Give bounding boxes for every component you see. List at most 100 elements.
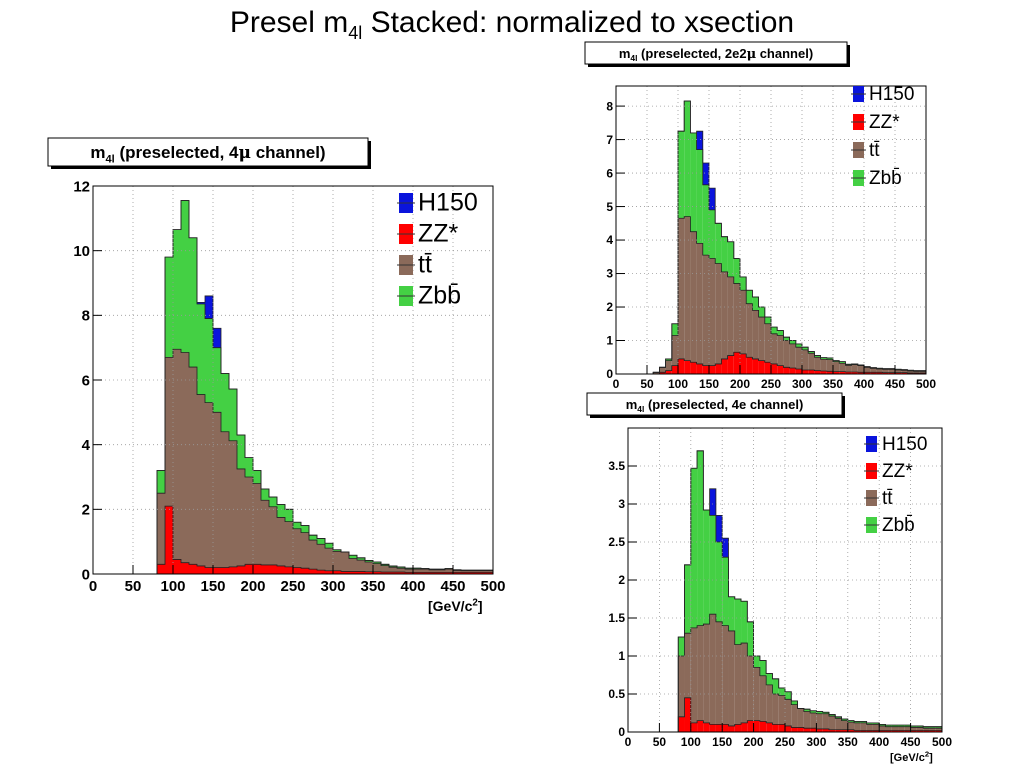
bar (477, 572, 485, 574)
bar (665, 370, 672, 374)
bar (795, 368, 802, 374)
x-axis-unit-sup: 2 (472, 597, 478, 608)
bar (839, 371, 846, 374)
bar (702, 163, 709, 185)
bar (752, 358, 759, 374)
x-tick-label: 50 (125, 578, 142, 595)
bar (866, 730, 873, 732)
x-tick-label: 500 (480, 578, 505, 595)
bar (795, 347, 802, 369)
bar (808, 353, 815, 370)
bar (221, 567, 229, 574)
bar (213, 412, 221, 568)
bar (740, 276, 747, 291)
bar (820, 357, 827, 360)
bar (678, 637, 685, 656)
x-tick-label: 200 (744, 735, 764, 749)
bar (333, 549, 341, 552)
bar (397, 572, 405, 574)
bar (722, 538, 729, 558)
slide-title-pre: Presel m (229, 6, 349, 39)
bar (879, 725, 886, 731)
bar (835, 718, 842, 730)
bar (405, 569, 413, 573)
bar (325, 543, 333, 549)
bar (854, 722, 861, 731)
bar (901, 370, 908, 373)
bar (229, 440, 237, 567)
bar (197, 394, 205, 566)
bar (876, 372, 883, 374)
bar (702, 184, 709, 256)
bar (879, 724, 886, 726)
bar (772, 694, 779, 725)
bar (733, 352, 740, 374)
bar (709, 614, 716, 725)
bar (197, 304, 205, 395)
y-tick-label: 0.5 (608, 687, 625, 701)
bar (269, 564, 277, 574)
bar (898, 726, 905, 731)
x-tick-label: 400 (854, 377, 874, 391)
bar (715, 363, 722, 374)
bar (189, 367, 197, 565)
bar (477, 570, 485, 573)
bar (678, 716, 685, 732)
bar (341, 552, 349, 572)
bar (913, 371, 920, 373)
slide-title-sub: 4l (348, 23, 363, 43)
bar (237, 565, 245, 574)
bar (826, 359, 833, 372)
bar (237, 468, 245, 566)
bar (758, 360, 765, 374)
bar (860, 722, 867, 731)
bar (802, 349, 809, 370)
bar (803, 711, 811, 729)
bar (690, 722, 698, 732)
y-tick-label: 7 (606, 133, 613, 147)
bar (820, 370, 827, 374)
bar (721, 358, 728, 374)
series-h150 (696, 131, 716, 210)
bar (461, 570, 469, 573)
bar (833, 360, 840, 362)
legend-label: H150 (882, 434, 927, 455)
bar (357, 557, 365, 561)
bar (261, 488, 269, 501)
bar (839, 363, 846, 372)
bar (703, 722, 710, 732)
bar (860, 730, 867, 732)
x-axis-unit-main: [GeV/c (428, 598, 473, 614)
bar (752, 310, 759, 359)
bar (696, 363, 703, 374)
bar (205, 402, 213, 568)
bar (659, 367, 666, 373)
legend-label: Zbb̄ (869, 168, 902, 189)
bar (866, 724, 873, 731)
bar (293, 528, 301, 568)
bar (453, 572, 461, 574)
series-h150 (709, 488, 729, 558)
x-tick-label: 100 (160, 578, 185, 595)
bar (814, 355, 821, 358)
bar (173, 349, 181, 560)
bar (816, 728, 823, 732)
chart-title: m4l (preselected, 2e2μ channel) (619, 46, 813, 63)
bar (746, 357, 753, 374)
bar (165, 506, 173, 574)
bar (325, 548, 333, 571)
y-tick-label: 12 (73, 178, 90, 195)
bar (876, 368, 883, 373)
bar (803, 709, 811, 712)
x-axis-unit: [GeV/c2] (890, 750, 933, 764)
bar (741, 643, 748, 723)
bar (709, 188, 716, 210)
bar (721, 271, 728, 359)
bar (885, 726, 892, 731)
bar (405, 568, 413, 570)
bar (923, 728, 930, 731)
bar (733, 258, 740, 284)
bar (913, 372, 920, 374)
bar (309, 535, 317, 541)
